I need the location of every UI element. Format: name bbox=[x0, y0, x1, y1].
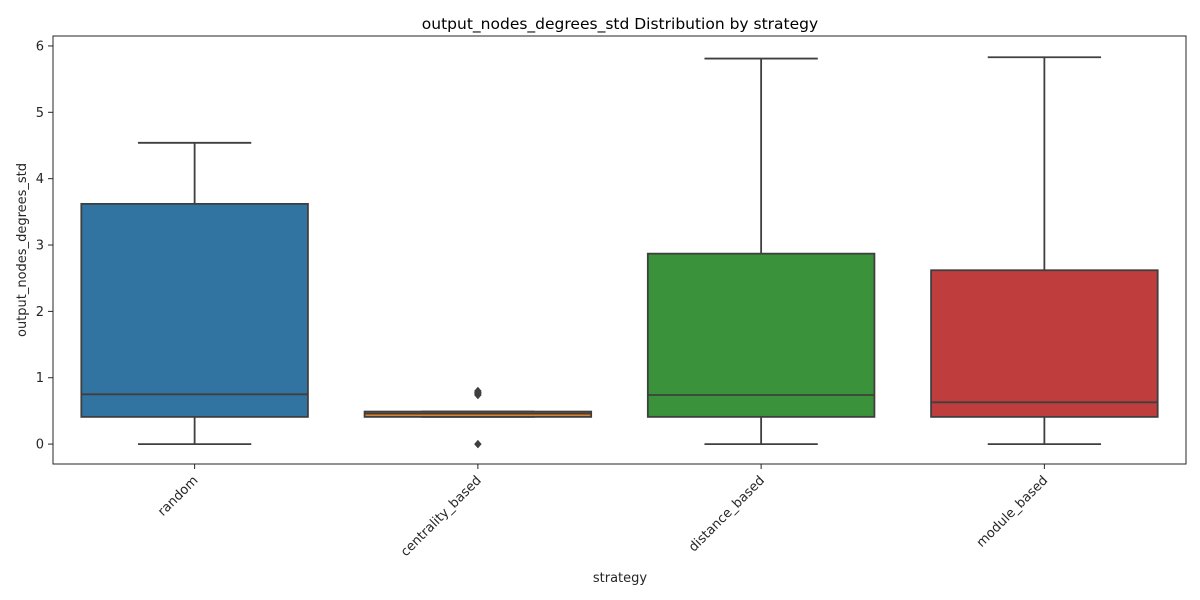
y-tick-label: 5 bbox=[36, 106, 44, 121]
y-tick-label: 4 bbox=[36, 172, 44, 187]
y-tick-label: 6 bbox=[36, 39, 44, 54]
y-tick-label: 1 bbox=[36, 371, 44, 386]
outlier-point-centrality_based bbox=[474, 386, 482, 396]
outlier-point-centrality_based bbox=[474, 439, 482, 449]
y-axis-title: output_nodes_degrees_std bbox=[15, 163, 30, 337]
box-group-centrality_based bbox=[363, 386, 593, 449]
y-tick-label: 2 bbox=[36, 305, 44, 320]
box-module_based bbox=[930, 269, 1159, 418]
y-tick-label: 0 bbox=[36, 438, 44, 453]
box-group-random bbox=[80, 141, 309, 445]
plot-area bbox=[80, 56, 1159, 449]
chart-title: output_nodes_degrees_std Distribution by… bbox=[422, 15, 818, 34]
x-axis-title: strategy bbox=[593, 571, 648, 586]
box-group-distance_based bbox=[646, 57, 876, 445]
box-distance_based bbox=[646, 252, 876, 418]
axes-frame bbox=[52, 35, 1187, 465]
box-random bbox=[80, 202, 309, 418]
box-group-module_based bbox=[930, 56, 1159, 445]
y-tick-label: 3 bbox=[36, 239, 44, 254]
